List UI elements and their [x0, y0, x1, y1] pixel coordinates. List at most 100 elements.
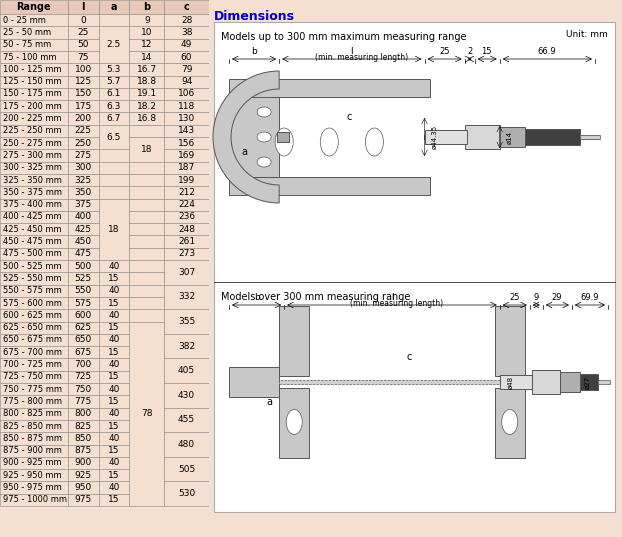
Text: 725: 725 — [75, 372, 91, 381]
Bar — [0, 445, 68, 457]
Text: 125: 125 — [75, 77, 91, 86]
Text: 750: 750 — [75, 384, 91, 394]
Bar — [164, 76, 209, 88]
Bar — [164, 174, 209, 186]
Bar — [98, 125, 129, 149]
Ellipse shape — [320, 128, 338, 156]
Bar — [0, 285, 68, 297]
Text: 16.8: 16.8 — [137, 114, 157, 123]
Bar — [68, 494, 98, 506]
Bar — [580, 135, 600, 139]
Bar — [129, 260, 164, 272]
Bar — [0, 395, 68, 408]
Text: 650: 650 — [75, 336, 91, 344]
Text: 15: 15 — [108, 274, 119, 283]
Bar — [164, 39, 209, 51]
Bar — [164, 223, 209, 235]
Ellipse shape — [257, 157, 271, 167]
Bar — [0, 383, 68, 395]
Bar — [68, 371, 98, 383]
Ellipse shape — [257, 107, 271, 117]
Text: 382: 382 — [178, 342, 195, 351]
Text: 212: 212 — [178, 188, 195, 197]
Bar — [164, 14, 209, 26]
Bar — [98, 149, 129, 162]
Text: 125 - 150 mm: 125 - 150 mm — [3, 77, 62, 86]
Text: 50: 50 — [77, 40, 89, 49]
Text: 225 - 250 mm: 225 - 250 mm — [3, 126, 62, 135]
Text: 15: 15 — [108, 397, 119, 406]
Text: 350: 350 — [75, 188, 91, 197]
Text: 40: 40 — [108, 483, 119, 492]
Text: Range: Range — [17, 2, 51, 12]
Bar — [229, 367, 279, 397]
Bar — [164, 112, 209, 125]
Bar — [0, 63, 68, 76]
Text: 275 - 300 mm: 275 - 300 mm — [3, 151, 62, 160]
Bar — [129, 63, 164, 76]
Text: 199: 199 — [178, 176, 195, 185]
Bar — [0, 125, 68, 137]
Bar — [98, 494, 129, 506]
Bar — [0, 211, 68, 223]
Text: 700: 700 — [75, 360, 91, 369]
Bar — [532, 370, 560, 394]
Bar — [68, 408, 98, 420]
Bar — [0, 235, 68, 248]
Bar — [98, 322, 129, 334]
Bar — [0, 334, 68, 346]
Text: 825 - 850 mm: 825 - 850 mm — [3, 422, 62, 431]
Bar — [164, 260, 209, 285]
Text: 250: 250 — [75, 139, 91, 148]
Text: ø27: ø27 — [585, 375, 591, 389]
Bar — [68, 51, 98, 63]
Bar — [68, 346, 98, 358]
Text: 25: 25 — [77, 28, 89, 37]
Bar — [68, 26, 98, 39]
Text: 450: 450 — [75, 237, 91, 246]
Bar — [0, 260, 68, 272]
Text: 525 - 550 mm: 525 - 550 mm — [3, 274, 62, 283]
Bar — [98, 26, 129, 63]
Bar — [0, 322, 68, 334]
Text: 6.3: 6.3 — [107, 101, 121, 111]
Text: 900: 900 — [75, 459, 91, 467]
Bar — [229, 79, 430, 97]
Bar — [98, 445, 129, 457]
Bar — [129, 309, 164, 322]
Bar — [68, 260, 98, 272]
Text: 25 - 50 mm: 25 - 50 mm — [3, 28, 51, 37]
Bar — [98, 162, 129, 174]
Text: 273: 273 — [178, 249, 195, 258]
Bar — [0, 76, 68, 88]
Bar — [279, 306, 309, 376]
Bar — [277, 132, 289, 142]
Bar — [0, 199, 68, 211]
Text: 40: 40 — [108, 459, 119, 467]
Text: 79: 79 — [181, 65, 192, 74]
Bar — [68, 186, 98, 199]
Text: b: b — [143, 2, 151, 12]
Bar — [98, 260, 129, 272]
Bar — [129, 100, 164, 112]
Bar — [164, 408, 209, 432]
Text: 25: 25 — [509, 293, 520, 302]
Text: 925: 925 — [75, 471, 91, 480]
Text: 150: 150 — [75, 90, 91, 98]
Bar — [425, 130, 466, 144]
Text: 18: 18 — [141, 145, 152, 154]
Text: 600: 600 — [75, 311, 91, 320]
Text: 14: 14 — [141, 53, 152, 62]
Text: 5.7: 5.7 — [107, 77, 121, 86]
Text: 224: 224 — [178, 200, 195, 209]
Text: 60: 60 — [181, 53, 192, 62]
Text: 500 - 525 mm: 500 - 525 mm — [3, 262, 62, 271]
Text: 18.2: 18.2 — [137, 101, 157, 111]
Bar — [164, 358, 209, 383]
Bar — [68, 445, 98, 457]
Bar — [68, 334, 98, 346]
Bar — [98, 174, 129, 186]
Text: 200 - 225 mm: 200 - 225 mm — [3, 114, 62, 123]
Text: 530: 530 — [178, 489, 195, 498]
Text: 15: 15 — [108, 471, 119, 480]
